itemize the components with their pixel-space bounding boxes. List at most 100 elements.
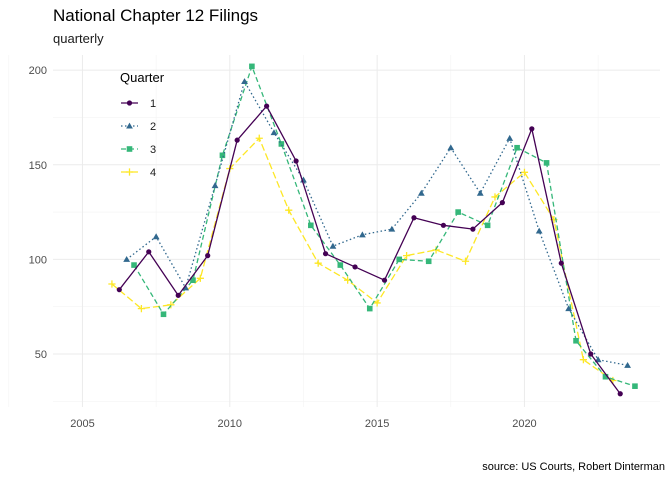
legend: Quarter 1 2 3 4 (120, 70, 165, 179)
y-tick-label: 50 (35, 349, 47, 361)
data-point-marker (137, 304, 145, 313)
y-tick-label: 150 (29, 160, 47, 172)
data-point-marker (470, 226, 476, 232)
legend-item-3: 3 (121, 144, 156, 156)
x-tick-label: 2020 (512, 418, 536, 430)
x-tick-label: 2010 (218, 418, 242, 430)
legend-label: 4 (150, 167, 156, 179)
data-point-marker (308, 222, 314, 229)
legend-label: 2 (150, 121, 156, 133)
plot-panel: 2005 2010 2015 2020 50 100 150 200 (8, 55, 660, 430)
data-point-marker (476, 189, 484, 196)
data-point-marker (126, 122, 133, 129)
data-point-marker (602, 373, 609, 380)
data-point-marker (241, 78, 248, 85)
data-point-marker (617, 391, 623, 397)
series-3 (131, 63, 638, 389)
data-point-marker (125, 168, 134, 176)
data-point-marker (579, 356, 587, 364)
data-point-marker (329, 242, 337, 249)
chart-title: National Chapter 12 Filings (53, 6, 258, 25)
series-line (126, 79, 628, 367)
y-axis-tick-labels: 50 100 150 200 (29, 65, 47, 361)
data-point-marker (123, 255, 131, 262)
data-point-marker (573, 337, 579, 344)
data-point-marker (126, 146, 133, 152)
data-point-marker (425, 258, 432, 265)
data-point-marker (558, 260, 564, 266)
y-tick-label: 100 (29, 254, 47, 266)
data-point-marker (116, 287, 122, 293)
data-point-marker (131, 262, 137, 268)
legend-item-1: 1 (121, 98, 156, 110)
data-point-marker (182, 284, 189, 291)
data-point-marker (255, 134, 263, 142)
data-point-marker (373, 299, 381, 307)
x-axis-tick-labels: 2005 2010 2015 2020 (70, 418, 536, 430)
legend-item-2: 2 (121, 121, 156, 133)
data-point-marker (337, 262, 344, 268)
data-point-marker (491, 193, 499, 201)
data-point-marker (520, 168, 529, 176)
data-point-marker (126, 100, 133, 106)
data-point-marker (565, 305, 573, 312)
data-point-marker (358, 231, 366, 238)
data-point-marker (514, 144, 520, 151)
data-point-marker (211, 182, 219, 189)
data-point-marker (234, 137, 240, 143)
data-point-marker (270, 129, 278, 136)
x-tick-label: 2015 (365, 418, 389, 430)
data-point-marker (190, 277, 196, 284)
data-point-marker (366, 305, 373, 312)
data-point-marker (447, 144, 455, 151)
series-line (133, 64, 636, 387)
data-point-marker (314, 259, 322, 267)
data-point-marker (322, 251, 329, 257)
data-point-marker (196, 274, 204, 282)
x-tick-label: 2005 (70, 418, 94, 430)
major-gridlines (53, 55, 660, 407)
data-point-marker (402, 252, 411, 260)
data-point-marker (152, 233, 160, 240)
data-point-marker (352, 264, 358, 270)
data-point-marker (455, 209, 461, 215)
data-point-marker (388, 225, 396, 232)
data-point-marker (175, 292, 181, 298)
series-line (118, 104, 621, 395)
series-layer (108, 63, 638, 397)
legend-title: Quarter (120, 70, 165, 85)
data-point-marker (205, 253, 211, 259)
data-point-marker (160, 311, 167, 318)
data-point-marker (440, 222, 447, 228)
data-point-marker (219, 152, 226, 159)
data-point-marker (411, 215, 417, 221)
data-point-marker (535, 227, 543, 234)
data-point-marker (484, 222, 491, 229)
data-point-marker (506, 134, 514, 141)
series-1 (116, 103, 623, 397)
legend-label: 3 (150, 144, 156, 156)
data-point-marker (499, 200, 505, 206)
chart-subtitle: quarterly (53, 31, 104, 46)
data-point-marker (543, 160, 550, 166)
data-point-marker (167, 301, 175, 309)
legend-item-4: 4 (121, 167, 156, 179)
data-point-marker (264, 103, 270, 109)
data-point-marker (293, 158, 299, 164)
data-point-marker (529, 126, 535, 132)
data-point-marker (381, 277, 388, 283)
data-point-marker (588, 351, 594, 357)
data-point-marker (146, 249, 152, 255)
y-tick-label: 200 (29, 65, 47, 77)
chart-caption: source: US Courts, Robert Dinterman (482, 461, 665, 473)
data-point-marker (461, 257, 470, 265)
data-point-marker (396, 256, 403, 263)
legend-label: 1 (150, 98, 156, 110)
data-point-marker (285, 206, 293, 214)
data-point-marker (417, 189, 425, 196)
data-point-marker (624, 361, 631, 368)
data-point-marker (278, 141, 285, 147)
data-point-marker (108, 280, 116, 288)
data-point-marker (249, 63, 255, 70)
